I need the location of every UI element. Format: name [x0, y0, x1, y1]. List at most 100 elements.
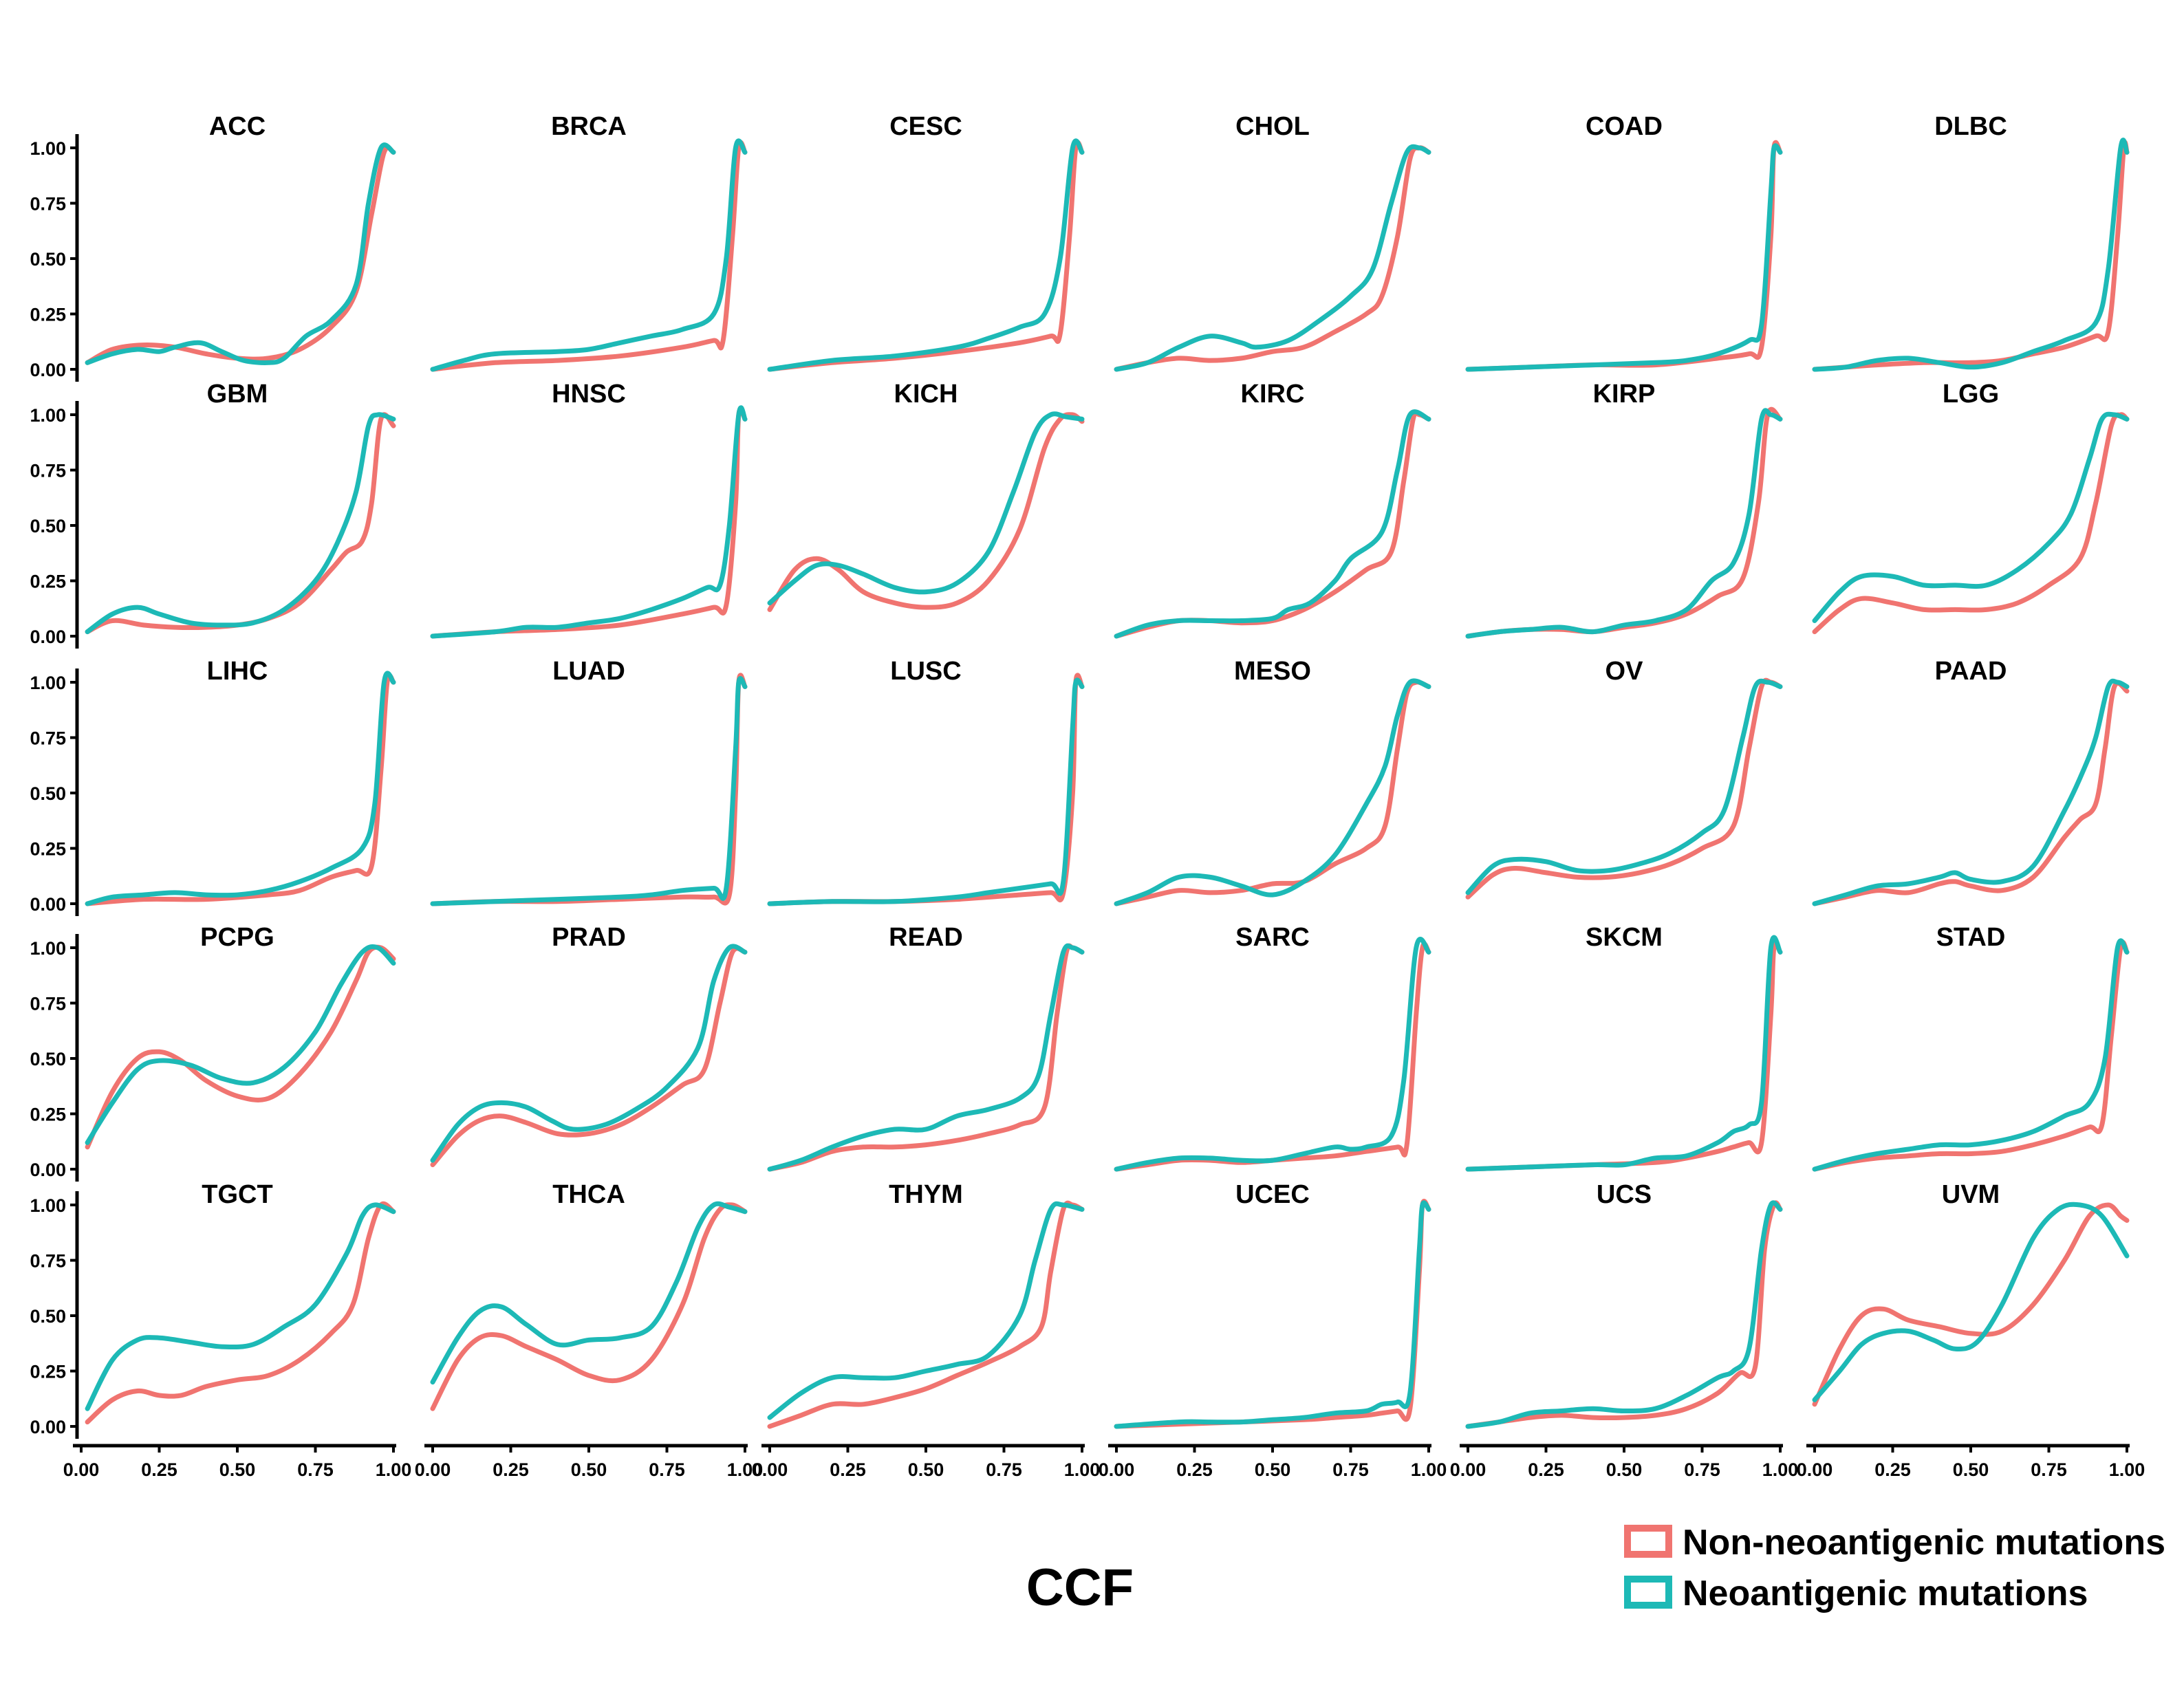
- panel-skcm: SKCM: [1465, 923, 1783, 1172]
- x-axis-col-6: 0.00 0.25 0.50 0.75 1.00: [1797, 1444, 2145, 1480]
- series-line-non-neo: [85, 1202, 396, 1425]
- panel-title: READ: [889, 923, 963, 952]
- panel-dlbc: DLBC: [1812, 112, 2130, 372]
- legend-swatch-non-neo: [1624, 1525, 1672, 1558]
- panel-meso: MESO: [1114, 657, 1431, 906]
- x-tick-label: 0.75: [986, 1459, 1022, 1480]
- panel-title: SKCM: [1586, 923, 1663, 952]
- series-line-neo: [1114, 1200, 1431, 1429]
- y-tick-label: 0.50: [30, 1306, 66, 1327]
- panel-prad: PRAD: [430, 923, 748, 1168]
- series-line-neo: [430, 944, 748, 1163]
- series-line-neo: [1812, 678, 2130, 906]
- panel-thym: THYM: [767, 1180, 1085, 1429]
- x-tick-label: 0.00: [63, 1459, 100, 1480]
- series-line-neo: [767, 411, 1085, 606]
- panel-title: PAAD: [1935, 657, 2007, 686]
- y-tick-label: 0.75: [30, 461, 66, 481]
- panel-title: STAD: [1936, 923, 2006, 952]
- series-line-non-neo: [430, 946, 748, 1168]
- y-tick-label: 0.00: [30, 1417, 66, 1437]
- panel-title: MESO: [1234, 657, 1311, 686]
- series-line-non-neo: [1812, 939, 2130, 1172]
- panel-title: LUSC: [890, 657, 961, 686]
- series-line-non-neo: [1114, 680, 1431, 906]
- series-line-neo: [85, 1202, 396, 1411]
- legend-swatch-neo: [1624, 1576, 1672, 1609]
- panel-hnsc: HNSC: [430, 380, 748, 639]
- panel-title: UCEC: [1235, 1180, 1310, 1209]
- x-tick-label: 0.75: [2031, 1459, 2067, 1480]
- x-tick-label: 0.75: [297, 1459, 334, 1480]
- x-tick-label: 0.25: [1528, 1459, 1564, 1480]
- y-tick-label: 1.00: [30, 1195, 66, 1216]
- y-axis-row-3: 0.00 0.25 0.50 0.75 1.00: [30, 668, 79, 916]
- series-line-non-neo: [767, 412, 1085, 612]
- panel-title: PRAD: [552, 923, 626, 952]
- panel-tgct: TGCT: [85, 1180, 396, 1425]
- panel-title: SARC: [1235, 923, 1310, 952]
- x-tick-label: 1.00: [727, 1459, 764, 1480]
- series-line-non-neo: [767, 1200, 1085, 1429]
- series-line-non-neo: [1114, 410, 1431, 639]
- y-tick-label: 0.00: [30, 627, 66, 647]
- series-line-non-neo: [1114, 942, 1431, 1172]
- series-line-neo: [1114, 678, 1431, 906]
- x-tick-label: 0.75: [1684, 1459, 1720, 1480]
- x-tick-label: 1.00: [1762, 1459, 1799, 1480]
- x-tick-label: 0.50: [908, 1459, 944, 1480]
- y-tick-label: 0.75: [30, 1251, 66, 1272]
- x-tick-label: 1.00: [2109, 1459, 2145, 1480]
- x-tick-label: 0.50: [1255, 1459, 1291, 1480]
- y-tick-label: 0.75: [30, 728, 66, 749]
- panel-ucs: UCS: [1465, 1180, 1783, 1429]
- series-line-non-neo: [767, 673, 1085, 906]
- y-tick-label: 0.25: [30, 1105, 66, 1125]
- series-line-non-neo: [430, 406, 748, 639]
- series-line-non-neo: [430, 1202, 748, 1411]
- x-tick-label: 0.75: [1332, 1459, 1369, 1480]
- x-tick-label: 0.50: [571, 1459, 607, 1480]
- x-axis-col-3: 0.00 0.25 0.50 0.75 1.00: [752, 1444, 1100, 1480]
- x-tick-label: 0.00: [1450, 1459, 1486, 1480]
- series-line-non-neo: [85, 412, 396, 635]
- x-axis-title: CCF: [1026, 1558, 1134, 1617]
- series-line-neo: [1465, 408, 1783, 639]
- panel-lusc: LUSC: [767, 657, 1085, 906]
- x-tick-label: 0.00: [415, 1459, 451, 1480]
- series-line-non-neo: [1812, 1202, 2130, 1407]
- series-line-neo: [430, 1201, 748, 1385]
- series-line-neo: [767, 1201, 1085, 1420]
- series-line-non-neo: [767, 140, 1085, 372]
- panel-title: OV: [1605, 657, 1644, 686]
- panel-paad: PAAD: [1812, 657, 2130, 906]
- x-tick-label: 1.00: [1411, 1459, 1447, 1480]
- series-line-neo: [1812, 138, 2130, 372]
- series-line-neo: [430, 676, 748, 906]
- panel-ucec: UCEC: [1114, 1180, 1431, 1429]
- x-tick-label: 0.25: [1874, 1459, 1911, 1480]
- x-tick-label: 0.25: [141, 1459, 177, 1480]
- y-tick-label: 0.50: [30, 249, 66, 270]
- panel-title: CESC: [889, 112, 962, 141]
- y-tick-label: 0.25: [30, 839, 66, 860]
- series-line-non-neo: [1812, 412, 2130, 635]
- series-line-neo: [430, 405, 748, 639]
- panel-luad: LUAD: [430, 657, 748, 906]
- y-axis-row-2: 0.00 0.25 0.50 0.75 1.00: [30, 401, 79, 649]
- panel-lihc: LIHC: [85, 657, 396, 906]
- series-line-neo: [1465, 143, 1783, 372]
- series-line-neo: [85, 671, 396, 906]
- x-tick-label: 0.25: [493, 1459, 529, 1480]
- x-axis-col-1: 0.00 0.25 0.50 0.75 1.00: [63, 1444, 412, 1480]
- series-line-neo: [767, 943, 1085, 1172]
- x-tick-label: 0.50: [1953, 1459, 1989, 1480]
- series-line-neo: [1465, 1200, 1783, 1429]
- panel-title: GBM: [207, 380, 268, 409]
- y-tick-label: 0.75: [30, 194, 66, 215]
- x-tick-label: 1.00: [376, 1459, 412, 1480]
- series-line-non-neo: [1114, 145, 1431, 372]
- series-line-non-neo: [85, 944, 396, 1150]
- series-line-non-neo: [767, 943, 1085, 1172]
